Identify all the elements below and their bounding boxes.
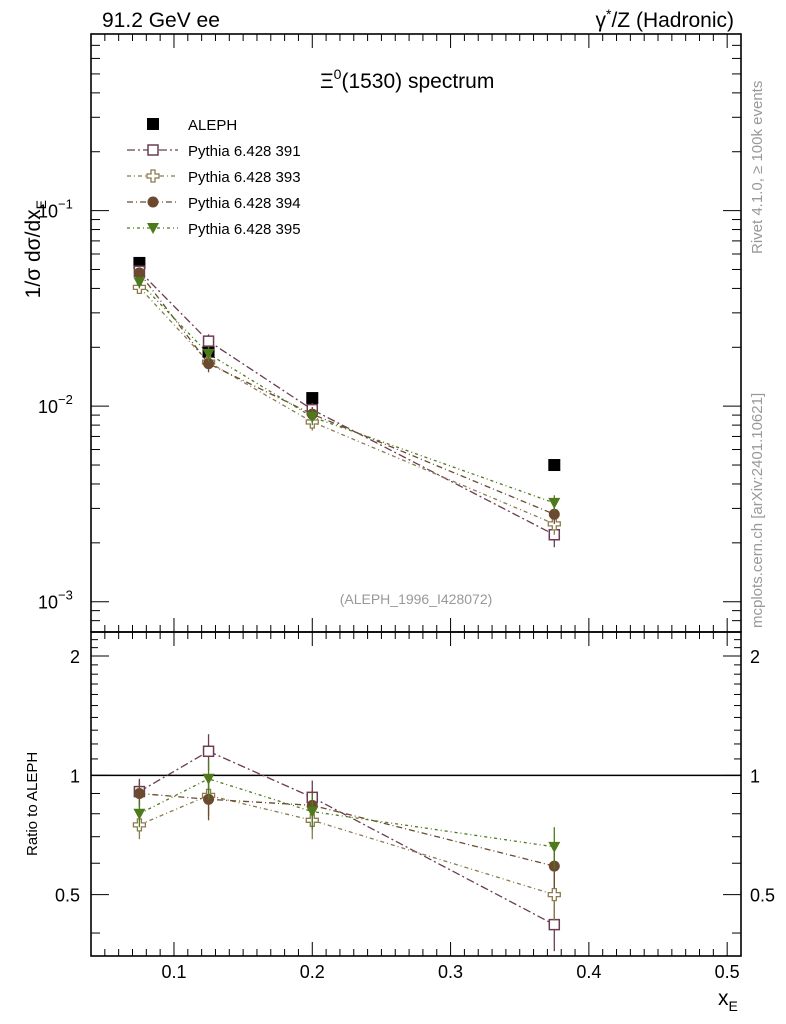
- legend-label-data: ALEPH: [188, 117, 237, 134]
- top-point-p394: [133, 267, 145, 279]
- top-point-p395: [202, 348, 215, 360]
- ratio-point-p391: [202, 745, 215, 758]
- ratio-point-p394: [133, 787, 145, 799]
- y-tick-label-right: 1: [750, 766, 760, 786]
- y-tick-label: 1: [70, 766, 80, 786]
- top-point-p395: [306, 412, 319, 424]
- rivet-label: Rivet 4.1.0, ≥ 100k events: [749, 81, 766, 254]
- y-tick-label: 10−2: [38, 392, 73, 417]
- legend: ALEPH Pythia 6.428 391 Pythia 6.428 393 Pyt…: [127, 117, 301, 238]
- y-tick-label-right: 0.5: [750, 886, 775, 906]
- x-tick-label: 0.2: [300, 962, 325, 982]
- legend-label-p395: Pythia 6.428 395: [188, 221, 301, 238]
- top-line-p393: [138, 286, 555, 525]
- mcplots-label: mcplots.cern.ch [arXiv:2401.10621]: [749, 393, 766, 628]
- legend-marker-p393: [146, 169, 160, 183]
- legend-marker-data: [147, 118, 159, 130]
- x-tick-label: 0.5: [715, 962, 740, 982]
- x-tick-label: 0.3: [438, 962, 463, 982]
- legend-marker-p395: [147, 223, 159, 234]
- bottom-panel-frame: [90, 631, 742, 957]
- y-tick-label: 10−1: [38, 197, 73, 222]
- legend-marker-p391: [147, 144, 159, 156]
- header-right: γ*/Z (Hadronic): [596, 6, 734, 32]
- y-tick-label: 0.5: [55, 886, 80, 906]
- top-point-p395: [133, 277, 146, 289]
- ratio-point-p395: [133, 808, 146, 820]
- ratio-point-p393: [547, 887, 561, 902]
- ratio-line-p391: [139, 750, 555, 926]
- x-tick-label: 0.4: [576, 962, 601, 982]
- y-axis-label-top: 1/σ dσ/dxE: [22, 200, 49, 298]
- chart-title: Ξ0(1530) spectrum: [320, 66, 494, 93]
- legend-label-p391: Pythia 6.428 391: [188, 143, 301, 160]
- ratio-line-p395: [139, 778, 555, 848]
- ratio-point-p391: [548, 918, 561, 931]
- top-point-p391: [202, 335, 215, 347]
- y-axis-label-bottom: Ratio to ALEPH: [24, 752, 41, 856]
- ratio-point-p395: [548, 841, 561, 853]
- y-tick-label-right: 2: [750, 647, 760, 667]
- y-tick-label: 10−3: [38, 588, 73, 613]
- top-line-p395: [138, 281, 555, 504]
- top-point-p394: [203, 358, 215, 370]
- ratio-line-p394: [139, 792, 555, 867]
- ratio-line-p393: [139, 794, 555, 896]
- x-tick-label: 0.1: [161, 962, 186, 982]
- top-point-data: [306, 392, 319, 405]
- top-point-data: [548, 459, 561, 472]
- top-line-p394: [138, 272, 555, 515]
- legend-label-p394: Pythia 6.428 394: [188, 195, 301, 212]
- x-axis-label: xE: [718, 987, 738, 1014]
- legend-marker-p394: [147, 196, 159, 208]
- y-tick-label: 2: [70, 647, 80, 667]
- top-point-p394: [548, 508, 560, 520]
- analysis-watermark: (ALEPH_1996_I428072): [340, 591, 493, 607]
- top-point-p395: [548, 497, 561, 509]
- ratio-point-p395: [306, 806, 319, 818]
- top-line-p391: [138, 270, 555, 536]
- legend-label-p393: Pythia 6.428 393: [188, 169, 301, 186]
- ratio-point-p395: [202, 773, 215, 785]
- header-left: 91.2 GeV ee: [102, 9, 220, 32]
